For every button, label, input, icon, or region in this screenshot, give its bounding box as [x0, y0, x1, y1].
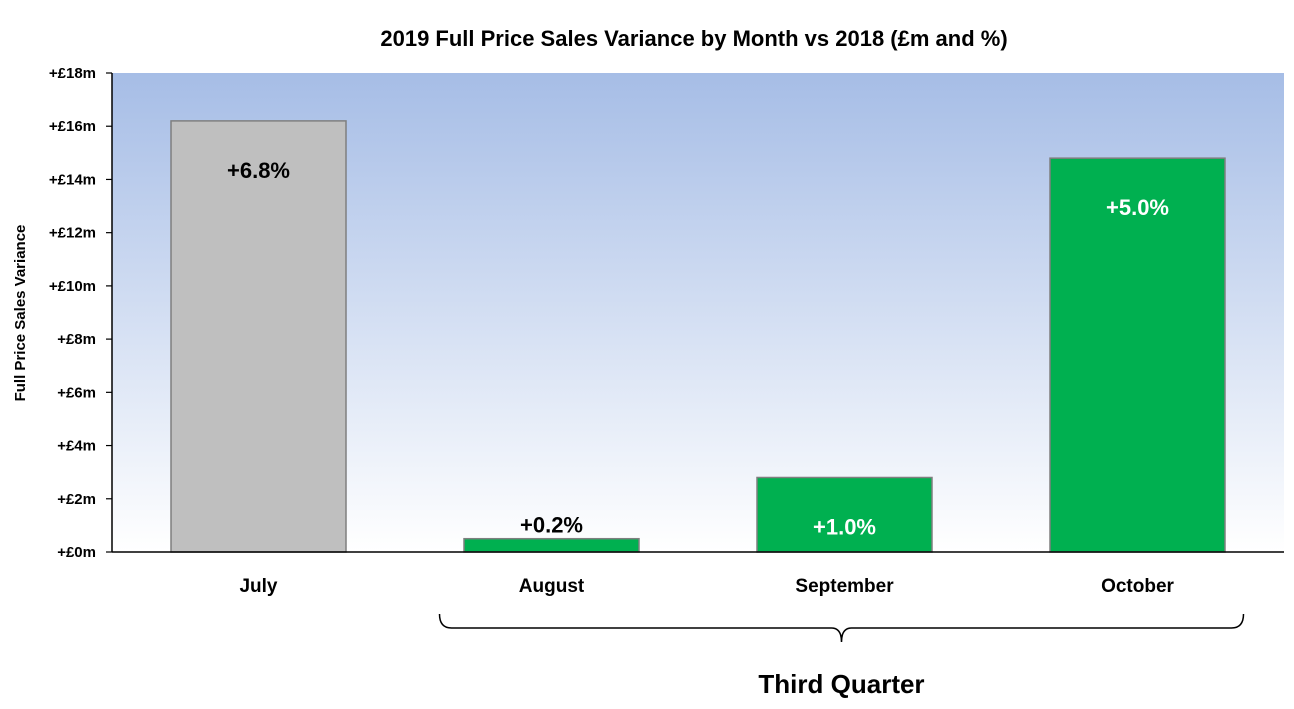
bar-july — [170, 120, 347, 553]
y-axis-ticks: +£0m +£2m +£4m +£6m +£8m +£10m +£12m +£14m +£16m… — [49, 65, 112, 561]
x-axis-labels: July August September October — [239, 576, 1174, 597]
chart-title: 2019 Full Price Sales Variance by Month … — [380, 26, 1007, 51]
y-tick-label: +£8m — [57, 331, 96, 348]
data-label-august: +0.2% — [520, 513, 583, 538]
y-tick-label: +£14m — [49, 171, 96, 188]
x-tick-label-september: September — [795, 576, 894, 597]
bars — [170, 120, 1226, 553]
y-tick-label: +£6m — [57, 384, 96, 401]
y-tick-label: +£12m — [49, 225, 96, 242]
x-tick-label-august: August — [519, 576, 585, 597]
x-tick-label-july: July — [239, 576, 277, 597]
y-tick-label: +£0m — [57, 544, 96, 561]
data-label-july: +6.8% — [227, 158, 290, 183]
data-labels: +6.8% +0.2% +1.0% +5.0% — [227, 158, 1169, 540]
bar-august — [463, 537, 640, 553]
bar-october — [1049, 157, 1226, 553]
third-quarter-bracket — [438, 613, 1245, 643]
y-tick-label: +£4m — [57, 438, 96, 455]
y-tick-label: +£10m — [49, 278, 96, 295]
y-tick-label: +£18m — [49, 65, 96, 82]
y-axis-title: Full Price Sales Variance — [12, 225, 29, 402]
data-label-september: +1.0% — [813, 514, 876, 539]
y-tick-label: +£16m — [49, 118, 96, 135]
x-tick-label-october: October — [1101, 576, 1174, 597]
third-quarter-label: Third Quarter — [758, 669, 924, 699]
y-tick-label: +£2m — [57, 491, 96, 508]
data-label-october: +5.0% — [1106, 195, 1169, 220]
